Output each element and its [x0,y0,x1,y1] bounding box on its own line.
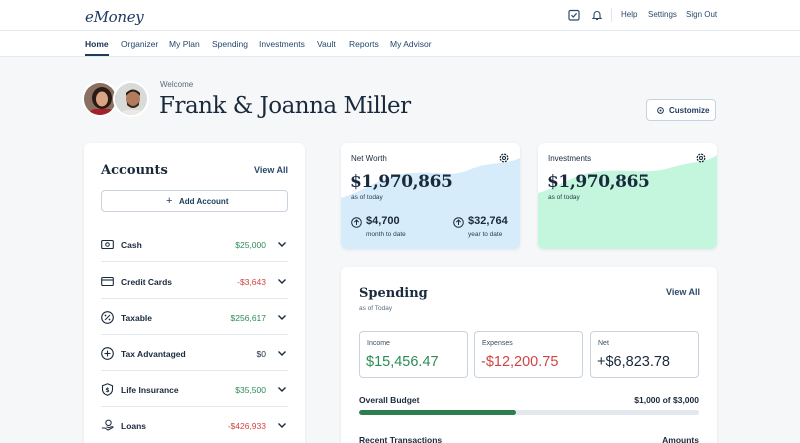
top-bar: eMoney Help Settings Sign Out [0,0,800,31]
account-row-credit-cards[interactable]: Credit Cards -$3,643 [101,263,288,299]
chevron-down-icon[interactable] [277,348,287,358]
income-label: Income [367,340,390,347]
net-worth-card[interactable]: Net Worth $1,970,865 as of today $4,700 … [341,143,520,249]
net-worth-value: $1,970,865 [350,172,453,192]
income-value: $15,456.47 [366,354,439,370]
budget-progress-bar [359,410,699,415]
percent-icon [101,311,114,324]
month-change-value: $4,700 [366,215,400,227]
account-label: Credit Cards [121,277,173,287]
chevron-down-icon[interactable] [277,420,287,430]
client-name: Frank & Joanna Miller [159,93,411,119]
help-link[interactable]: Help [621,10,638,19]
account-row-loans[interactable]: Loans -$426,933 [101,407,288,443]
gear-icon[interactable] [695,152,707,164]
overall-budget-value: $1,000 of $3,000 [634,395,699,405]
year-change-value: $32,764 [468,215,508,227]
add-account-button[interactable]: + Add Account [101,190,288,212]
net-worth-wave [341,158,520,249]
investments-wave [538,155,717,249]
plus-icon: + [166,195,173,207]
accounts-view-all-link[interactable]: View All [254,165,289,175]
gear-icon [657,107,664,114]
expenses-value: -$12,200.75 [481,354,559,370]
account-row-tax-advantaged[interactable]: Tax Advantaged $0 [101,335,288,371]
nav-spending[interactable]: Spending [212,39,248,49]
net-worth-label: Net Worth [351,154,387,163]
expenses-label: Expenses [482,340,513,347]
chevron-down-icon[interactable] [277,312,287,322]
cash-icon [101,239,114,250]
account-amount: $25,000 [235,240,266,250]
investments-label: Investments [548,154,592,163]
nav-home[interactable]: Home [85,39,109,49]
bell-icon[interactable] [591,9,603,21]
avatar-frank [113,81,149,117]
expenses-stat: Expenses -$12,200.75 [474,331,583,378]
sign-out-link[interactable]: Sign Out [686,10,718,19]
amounts-column-header: Amounts [662,435,699,443]
plus-circle-icon [101,347,114,360]
arrow-up-circle-icon [351,217,362,228]
checklist-icon[interactable] [568,9,580,21]
customize-label: Customize [669,106,710,115]
nav-organizer[interactable]: Organizer [121,39,159,49]
net-worth-date: as of today [351,194,383,201]
nav-reports[interactable]: Reports [349,39,379,49]
account-row-cash[interactable]: Cash $25,000 [101,226,288,262]
top-divider [611,8,612,22]
overall-budget-label: Overall Budget [359,395,420,405]
account-label: Taxable [121,313,153,323]
loan-hand-icon [101,419,114,431]
investments-value: $1,970,865 [547,172,650,192]
investments-date: as of today [548,194,580,201]
spending-view-all-link[interactable]: View All [666,287,701,297]
net-label: Net [598,340,609,347]
account-amount: -$3,643 [237,277,266,287]
nav-my-plan[interactable]: My Plan [169,39,200,49]
account-label: Life Insurance [121,385,179,395]
nav-investments[interactable]: Investments [259,39,305,49]
investments-card[interactable]: Investments $1,970,865 as of today [538,143,717,249]
chevron-down-icon[interactable] [277,239,287,249]
nav-vault[interactable]: Vault [317,39,336,49]
spending-date: as of Today [359,305,393,312]
arrow-up-circle-icon [453,217,464,228]
avatar-joanna [82,81,118,117]
nav-my-advisor[interactable]: My Advisor [390,39,432,49]
account-amount: $35,500 [235,385,266,395]
net-stat: Net +$6,823.78 [590,331,699,378]
svg-text:$: $ [105,387,109,394]
add-account-label: Add Account [179,197,229,206]
account-amount: -$426,933 [227,421,266,431]
accounts-card: Accounts View All + Add Account Cash $25… [84,143,305,443]
account-amount: $0 [256,349,266,359]
net-value: +$6,823.78 [597,354,670,370]
month-change-label: month to date [366,231,406,238]
account-row-taxable[interactable]: Taxable $256,617 [101,299,288,335]
nav-active-indicator [85,54,109,56]
welcome-label: Welcome [160,80,194,89]
account-row-life-insurance[interactable]: $ Life Insurance $35,500 [101,371,288,407]
budget-progress-fill [359,410,517,415]
spending-card: Spending as of Today View All Income $15… [341,267,717,443]
income-stat: Income $15,456.47 [359,331,468,378]
chevron-down-icon[interactable] [277,276,287,286]
account-amount: $256,617 [230,313,266,323]
account-label: Tax Advantaged [121,349,186,359]
year-change-label: year to date [468,231,503,238]
settings-link[interactable]: Settings [648,10,677,19]
chevron-down-icon[interactable] [277,384,287,394]
account-label: Loans [121,421,147,431]
gear-icon[interactable] [498,152,510,164]
recent-transactions-label: Recent Transactions [359,435,443,443]
account-label: Cash [121,240,142,250]
spending-title: Spending [359,286,428,301]
main-nav: Home Organizer My Plan Spending Investme… [0,31,800,57]
accounts-title: Accounts [101,163,168,178]
customize-button[interactable]: Customize [646,99,716,121]
emoney-logo[interactable]: eMoney [85,8,144,26]
credit-card-icon [101,276,114,287]
shield-dollar-icon: $ [101,383,114,396]
